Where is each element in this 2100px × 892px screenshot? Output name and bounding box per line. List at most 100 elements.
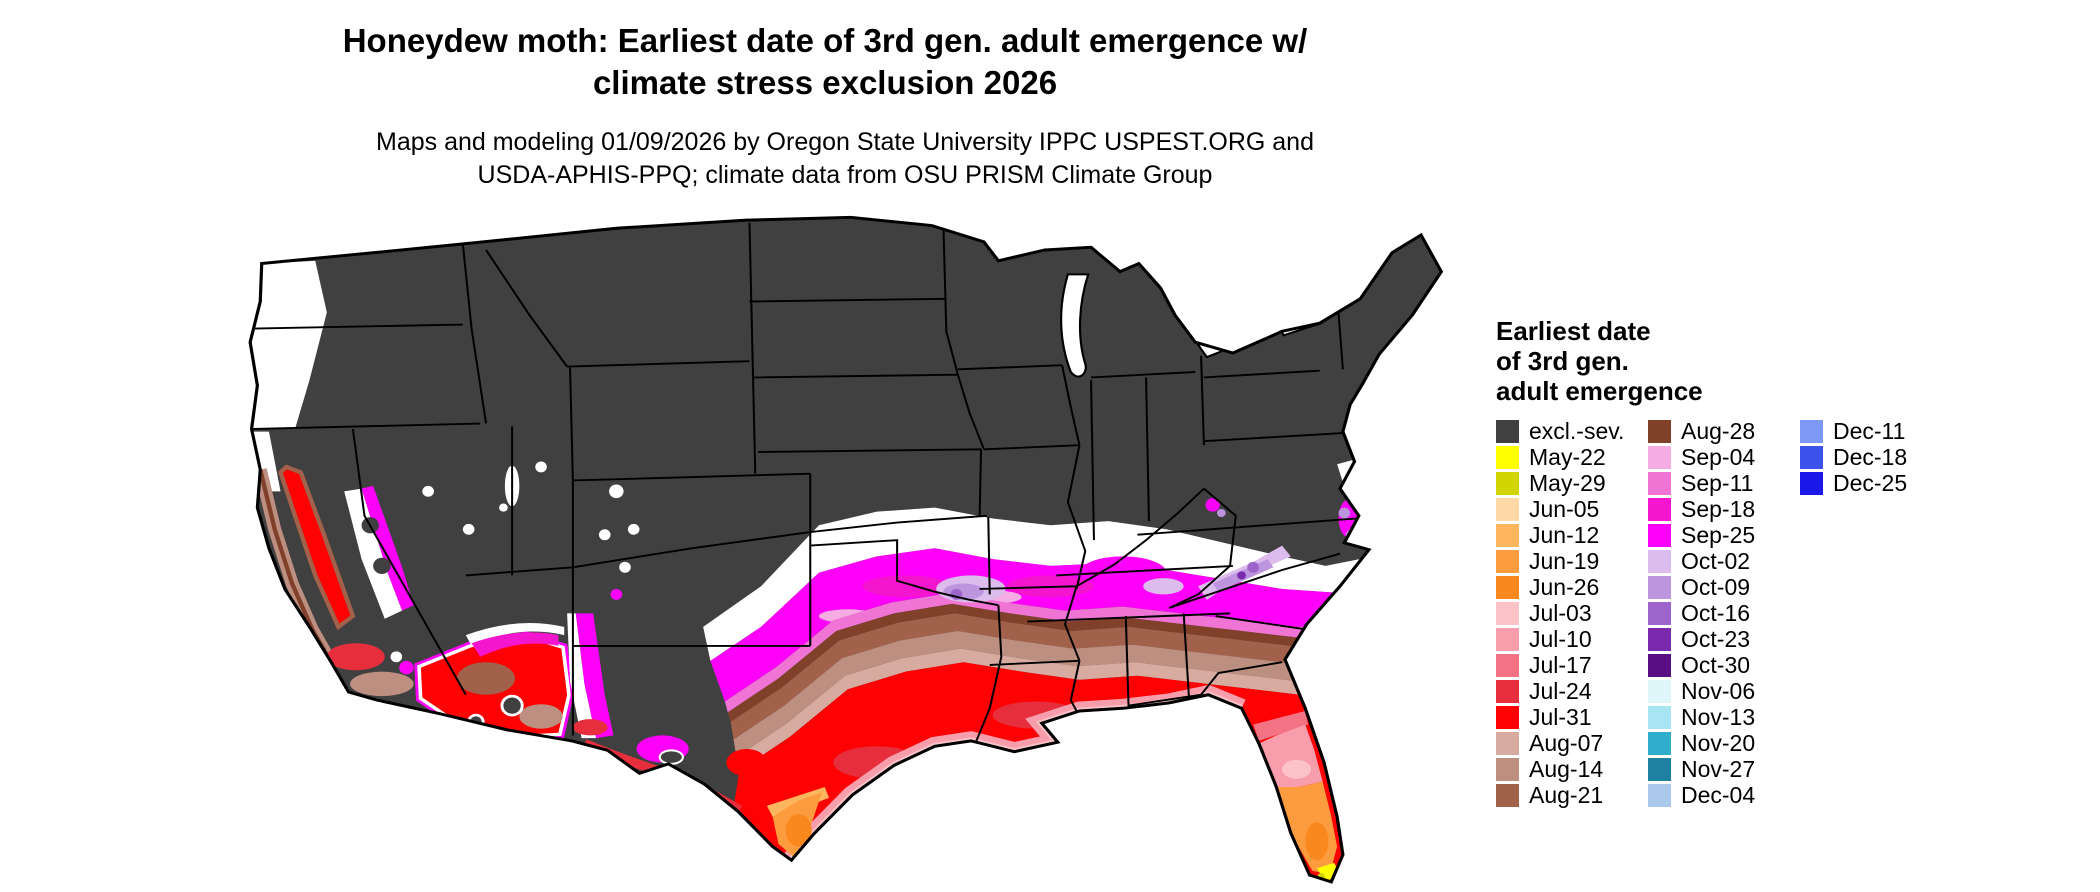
legend-swatch bbox=[1648, 445, 1671, 469]
map-subtitle-line1: Maps and modeling 01/09/2026 by Oregon S… bbox=[376, 128, 1314, 156]
legend-item: Jun-26 bbox=[1496, 574, 1648, 600]
legend-label: Dec-04 bbox=[1681, 781, 1756, 808]
legend-label: Jun-26 bbox=[1529, 573, 1600, 600]
map-florida-jun26 bbox=[1305, 822, 1329, 861]
legend-item: Dec-18 bbox=[1800, 444, 1952, 470]
legend-swatch bbox=[1496, 419, 1519, 443]
legend-item: Oct-23 bbox=[1648, 626, 1800, 652]
legend-swatch bbox=[1800, 445, 1823, 469]
legend-swatch bbox=[1800, 419, 1823, 443]
legend-swatch bbox=[1800, 471, 1823, 495]
legend-label: Nov-06 bbox=[1681, 677, 1756, 704]
map-region-pnw-white bbox=[250, 260, 327, 429]
legend-item: Dec-25 bbox=[1800, 470, 1952, 496]
map-speckle-c bbox=[598, 529, 611, 541]
legend-swatch bbox=[1648, 575, 1671, 599]
legend-swatch bbox=[1648, 679, 1671, 703]
legend-swatch bbox=[1496, 575, 1519, 599]
legend-item: Nov-20 bbox=[1648, 730, 1800, 756]
legend-item: Oct-30 bbox=[1648, 652, 1800, 678]
legend-item: Jul-17 bbox=[1496, 652, 1648, 678]
legend-label: Jul-10 bbox=[1529, 625, 1592, 652]
legend-label: Sep-18 bbox=[1681, 495, 1756, 522]
legend-item: Sep-18 bbox=[1648, 496, 1800, 522]
legend-swatch bbox=[1496, 523, 1519, 547]
legend-label: Jun-19 bbox=[1529, 547, 1600, 574]
legend-swatch bbox=[1496, 601, 1519, 625]
map-wv-oct09 bbox=[1216, 508, 1226, 518]
legend-swatch bbox=[1648, 757, 1671, 781]
legend-title: Earliest date of 3rd gen. adult emergenc… bbox=[1496, 316, 2076, 406]
legend-column: excl.-sev. May-22 May-29 Jun-05 Jun-12 Jun-19… bbox=[1496, 418, 1648, 808]
legend-label: Aug-28 bbox=[1681, 417, 1756, 444]
legend-label: Aug-14 bbox=[1529, 755, 1604, 782]
map-color-layers bbox=[250, 217, 1442, 882]
map-rio-grande-magenta bbox=[575, 613, 614, 739]
legend-swatch bbox=[1648, 783, 1671, 807]
legend-label: Aug-07 bbox=[1529, 729, 1604, 756]
map-band-sep11 bbox=[724, 593, 1394, 713]
state-borders bbox=[251, 222, 1358, 744]
us-map-svg bbox=[248, 215, 1444, 884]
map-sierra-white bbox=[344, 488, 403, 619]
legend-item: Aug-14 bbox=[1496, 756, 1648, 782]
legend-swatch bbox=[1496, 445, 1519, 469]
map-central-valley-red bbox=[278, 464, 356, 631]
map-band-aug14 bbox=[733, 631, 1401, 758]
legend-label: Jul-31 bbox=[1529, 703, 1592, 730]
legend-label: Nov-27 bbox=[1681, 755, 1756, 782]
map-speckle-b bbox=[627, 523, 640, 535]
legend-column: Dec-11 Dec-18 Dec-25 bbox=[1800, 418, 1952, 808]
map-speckle-g bbox=[499, 503, 508, 512]
map-subtitle-line2: USDA-APHIS-PPQ; climate data from OSU PR… bbox=[477, 161, 1213, 189]
legend-swatch bbox=[1648, 601, 1671, 625]
legend-item: Aug-28 bbox=[1648, 418, 1800, 444]
legend-item: Dec-04 bbox=[1648, 782, 1800, 808]
us-map bbox=[240, 212, 1450, 890]
map-title-line1: Honeydew moth: Earliest date of 3rd gen.… bbox=[342, 22, 1308, 59]
legend-swatch bbox=[1496, 705, 1519, 729]
legend-swatch bbox=[1648, 731, 1671, 755]
legend-item: Jul-24 bbox=[1496, 678, 1648, 704]
map-socal-red bbox=[326, 643, 385, 671]
map-wv-magenta bbox=[1205, 498, 1220, 512]
legend-item: May-29 bbox=[1496, 470, 1648, 496]
legend-swatch bbox=[1648, 705, 1671, 729]
map-socal-white-dot bbox=[390, 651, 403, 663]
legend-swatch bbox=[1496, 549, 1519, 573]
legend-item: Sep-04 bbox=[1648, 444, 1800, 470]
map-title: Honeydew moth: Earliest date of 3rd gen.… bbox=[0, 20, 1650, 104]
legend-item: Aug-21 bbox=[1496, 782, 1648, 808]
map-nm-white-strip bbox=[567, 613, 597, 739]
legend-item: Jul-03 bbox=[1496, 600, 1648, 626]
legend-item: Nov-27 bbox=[1648, 756, 1800, 782]
legend-label: Aug-21 bbox=[1529, 781, 1604, 808]
legend-swatch bbox=[1496, 627, 1519, 651]
legend-label: Oct-30 bbox=[1681, 651, 1751, 678]
legend-title-line3: adult emergence bbox=[1496, 376, 1703, 406]
legend-swatch bbox=[1496, 731, 1519, 755]
map-davis-mtns-gray bbox=[658, 749, 684, 765]
legend-label: Oct-02 bbox=[1681, 547, 1751, 574]
legend-swatch bbox=[1648, 523, 1671, 547]
legend-label: Oct-16 bbox=[1681, 599, 1751, 626]
legend-swatch bbox=[1648, 471, 1671, 495]
legend-title-line2: of 3rd gen. bbox=[1496, 346, 1629, 376]
legend-label: Dec-11 bbox=[1833, 417, 1906, 444]
legend-swatch bbox=[1496, 783, 1519, 807]
map-arizona-brown-b bbox=[519, 704, 563, 729]
map-mogollon-white bbox=[465, 622, 565, 646]
legend-label: May-29 bbox=[1529, 469, 1606, 496]
legend-label: Jul-03 bbox=[1529, 599, 1592, 626]
legend-swatch bbox=[1648, 653, 1671, 677]
legend: Earliest date of 3rd gen. adult emergenc… bbox=[1496, 316, 2076, 808]
map-delmarva-oct09 bbox=[1338, 507, 1351, 519]
legend-item: Dec-11 bbox=[1800, 418, 1952, 444]
map-speckle-a bbox=[609, 484, 624, 499]
map-band-no-emergence-white bbox=[703, 507, 1390, 661]
legend-item: Jul-31 bbox=[1496, 704, 1648, 730]
map-speckle-f bbox=[462, 523, 475, 535]
legend-swatch bbox=[1496, 497, 1519, 521]
map-arizona-brown-a bbox=[457, 662, 515, 695]
legend-swatch bbox=[1648, 549, 1671, 573]
